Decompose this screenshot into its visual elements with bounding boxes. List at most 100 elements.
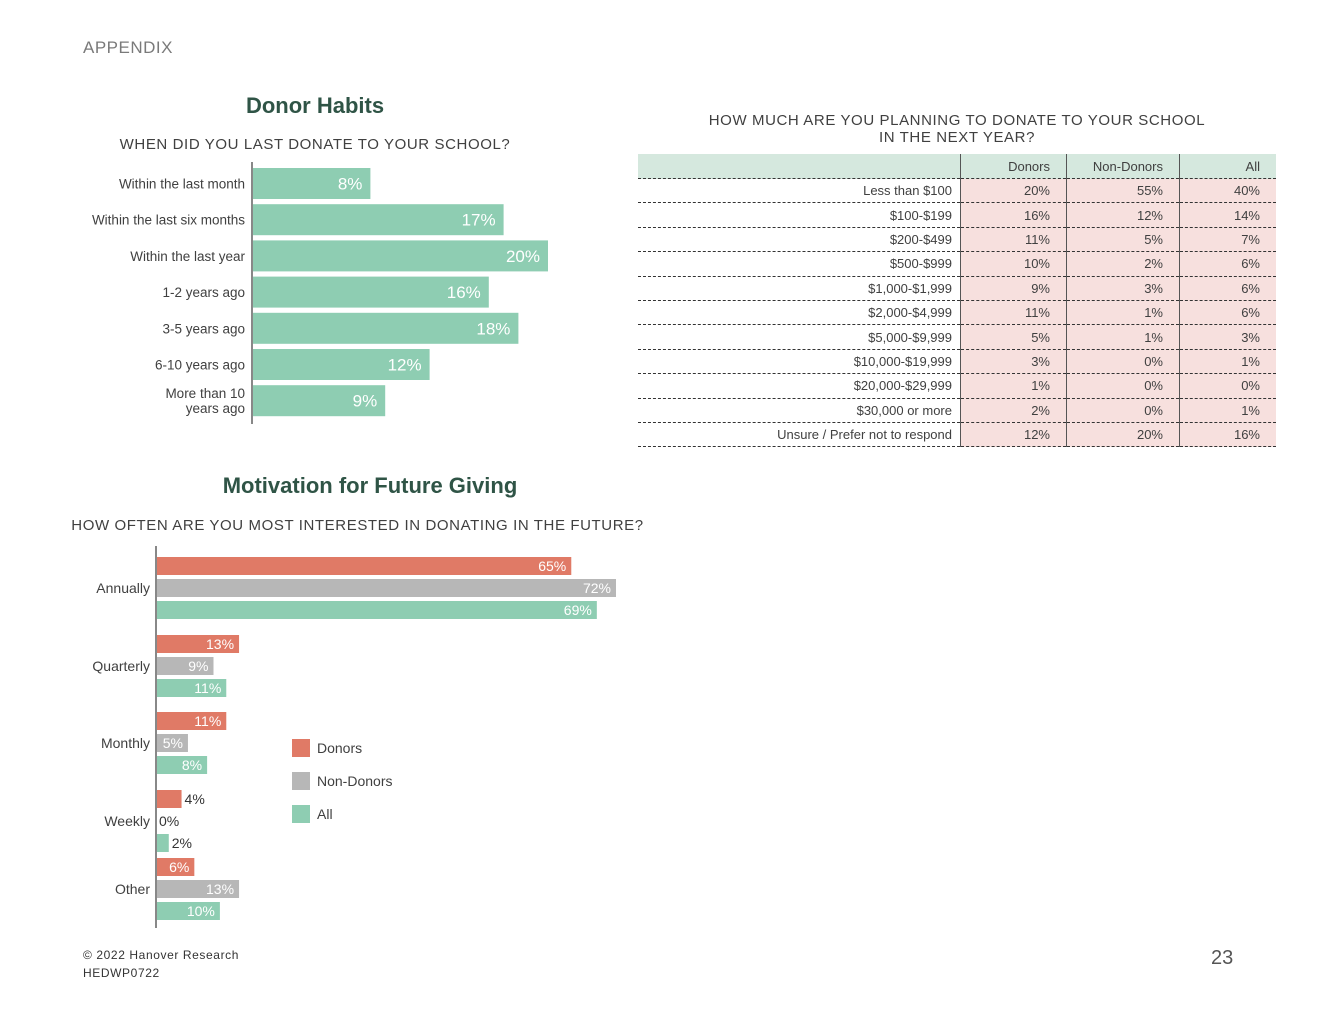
data-label: 13% xyxy=(206,881,234,897)
row-value-donors: 11% xyxy=(960,300,1067,326)
donation-amount-question-line1: HOW MUCH ARE YOU PLANNING TO DONATE TO Y… xyxy=(708,112,1206,129)
data-label: 10% xyxy=(187,903,215,919)
legend-swatch-donors xyxy=(292,739,310,757)
bar-monthly-non-donors xyxy=(156,734,188,752)
row-value-all: 3% xyxy=(1179,324,1276,350)
row-value-all: 1% xyxy=(1179,349,1276,375)
table-row: Unsure / Prefer not to respond 12% 20% 16% xyxy=(638,422,1276,448)
row-value-all: 7% xyxy=(1179,227,1276,253)
row-value-non-donors: 1% xyxy=(1066,324,1180,350)
data-label: 5% xyxy=(163,735,183,751)
row-value-donors: 2% xyxy=(960,398,1067,423)
row-value-all: 16% xyxy=(1179,422,1276,448)
table-row: $200-$499 11% 5% 7% xyxy=(638,227,1276,253)
legend-swatch-all xyxy=(292,805,310,823)
category-label: Other xyxy=(115,881,150,897)
table-header-row: Donors Non-Donors All xyxy=(638,154,1276,179)
bar-other-all xyxy=(156,902,220,920)
row-value-non-donors: 5% xyxy=(1066,227,1180,253)
bar-6 xyxy=(252,349,430,380)
category-label: Within the last year xyxy=(130,249,245,264)
row-value-donors: 10% xyxy=(960,251,1067,277)
donor-habits-title: Donor Habits xyxy=(245,93,385,118)
bar-5 xyxy=(252,312,519,344)
row-label: $30,000 or more xyxy=(638,398,961,423)
donation-amount-question-line2: IN THE NEXT YEAR? xyxy=(878,129,1036,146)
bar-monthly-donors xyxy=(156,712,227,730)
row-value-non-donors: 0% xyxy=(1066,373,1180,399)
category-label: More than 10 xyxy=(165,386,245,401)
row-value-donors: 5% xyxy=(960,324,1067,350)
row-value-all: 6% xyxy=(1179,276,1276,301)
footer: © 2022 Hanover Research HEDWP0722 xyxy=(83,946,239,982)
category-label: years ago xyxy=(186,401,245,416)
category-label: Monthly xyxy=(101,735,150,751)
row-value-donors: 3% xyxy=(960,349,1067,375)
data-label: 72% xyxy=(583,580,611,596)
data-label: 12% xyxy=(388,356,422,375)
row-value-donors: 9% xyxy=(960,276,1067,301)
category-label: 1-2 years ago xyxy=(162,285,245,300)
bar-3 xyxy=(252,240,548,272)
row-value-donors: 20% xyxy=(960,178,1067,204)
row-value-all: 40% xyxy=(1179,178,1276,204)
table-row: $1,000-$1,999 9% 3% 6% xyxy=(638,276,1276,301)
row-value-all: 1% xyxy=(1179,398,1276,423)
row-label: $10,000-$19,999 xyxy=(638,349,961,375)
row-value-non-donors: 1% xyxy=(1066,300,1180,326)
bar-annually-all xyxy=(156,601,597,619)
bar-4 xyxy=(252,276,489,308)
table-row: Less than $100 20% 55% 40% xyxy=(638,178,1276,204)
row-value-donors: 12% xyxy=(960,422,1067,448)
row-value-non-donors: 12% xyxy=(1066,202,1180,228)
legend-label: All xyxy=(317,806,333,822)
table-header-all: All xyxy=(1179,154,1276,179)
bar-quarterly-donors xyxy=(156,635,240,653)
future-frequency-bar-chart: 65% 72% 69% Annually 13% 9% 11% Quarterly 11% 5% 8… xyxy=(92,546,616,928)
row-value-all: 6% xyxy=(1179,300,1276,326)
data-label: 8% xyxy=(182,757,202,773)
page-header: APPENDIX xyxy=(83,38,173,57)
data-label: 65% xyxy=(538,558,566,574)
bar-2 xyxy=(252,204,504,236)
future-frequency-question: HOW OFTEN ARE YOU MOST INTERESTED IN DON… xyxy=(71,517,644,534)
data-label: 13% xyxy=(206,636,234,652)
data-label: 11% xyxy=(194,680,221,696)
table-row: $10,000-$19,999 3% 0% 1% xyxy=(638,349,1276,375)
row-value-non-donors: 0% xyxy=(1066,349,1180,375)
data-label: 8% xyxy=(338,175,363,194)
table-header-non-donors: Non-Donors xyxy=(1066,154,1180,179)
data-label: 9% xyxy=(188,658,208,674)
page-number: 23 xyxy=(1211,947,1234,969)
row-label: $500-$999 xyxy=(638,251,961,277)
donation-amount-table: Donors Non-Donors All Less than $100 20% 5… xyxy=(638,154,1276,448)
donation-amount-question: HOW MUCH ARE YOU PLANNING TO DONATE TO Y… xyxy=(638,112,1276,146)
category-label: 6-10 years ago xyxy=(155,358,245,373)
table-row: $5,000-$9,999 5% 1% 3% xyxy=(638,324,1276,350)
row-value-donors: 16% xyxy=(960,202,1067,228)
last-donation-bar-chart: 8% Within the last month 17% Within the las… xyxy=(92,162,548,424)
table-row: $20,000-$29,999 1% 0% 0% xyxy=(638,373,1276,399)
table-header-blank xyxy=(638,154,961,179)
bar-1 xyxy=(252,168,371,199)
row-value-all: 6% xyxy=(1179,251,1276,277)
data-label: 11% xyxy=(194,713,221,729)
table-row: $2,000-$4,999 11% 1% 6% xyxy=(638,300,1276,326)
row-value-all: 14% xyxy=(1179,202,1276,228)
data-label: 18% xyxy=(476,319,510,338)
table-row: $100-$199 16% 12% 14% xyxy=(638,202,1276,228)
data-label: 4% xyxy=(185,791,205,807)
row-value-non-donors: 55% xyxy=(1066,178,1180,204)
row-label: $1,000-$1,999 xyxy=(638,276,961,301)
row-label: Less than $100 xyxy=(638,178,961,204)
row-value-non-donors: 20% xyxy=(1066,422,1180,448)
data-label: 0% xyxy=(159,813,179,829)
row-label: $2,000-$4,999 xyxy=(638,300,961,326)
row-value-all: 0% xyxy=(1179,373,1276,399)
data-label: 16% xyxy=(447,283,481,302)
bar-7 xyxy=(252,385,386,417)
data-label: 69% xyxy=(564,602,592,618)
legend-swatch-non-donors xyxy=(292,772,310,790)
motivation-title: Motivation for Future Giving xyxy=(222,473,518,498)
footer-code: HEDWP0722 xyxy=(83,966,160,980)
